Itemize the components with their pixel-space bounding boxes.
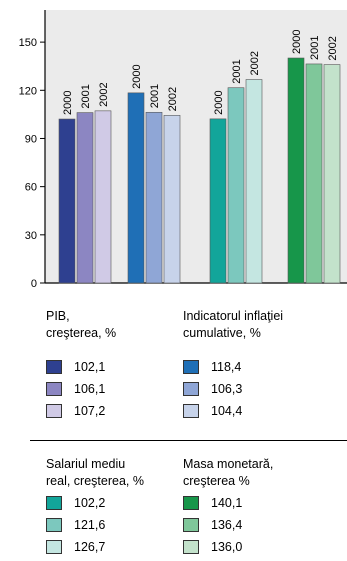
legend-swatch (183, 496, 199, 510)
legend-value: 106,3 (211, 382, 243, 396)
legend-block-pib: PIB, creşterea, % 102,1 106,1 107,2 (46, 308, 211, 422)
bar-year-label: 2002 (98, 82, 110, 106)
bar (127, 92, 145, 284)
legend-swatch (46, 518, 62, 532)
legend-item: 118,4 (183, 356, 347, 378)
legend-value: 140,1 (211, 496, 243, 510)
legend-swatch (46, 360, 62, 374)
legend-value: 126,7 (74, 540, 106, 554)
y-tick-label: 30 (25, 230, 37, 242)
legend-value: 104,4 (211, 404, 243, 418)
legend-value: 102,1 (74, 360, 106, 374)
legend-swatch (183, 360, 199, 374)
legend-item: 107,2 (46, 400, 211, 422)
legend-item: 140,1 (183, 492, 347, 514)
bar-year-label: 2000 (291, 30, 303, 54)
legend-value: 106,1 (74, 382, 106, 396)
bar (323, 64, 341, 284)
legend-swatch (183, 382, 199, 396)
legend-swatch (183, 540, 199, 554)
bar-year-label: 2002 (249, 51, 261, 75)
bar (145, 111, 163, 284)
y-tick-label: 120 (19, 85, 37, 97)
divider (30, 440, 347, 441)
legend-title-pib: PIB, creşterea, % (46, 309, 117, 340)
legend-value: 102,2 (74, 496, 106, 510)
bar-year-label: 2002 (167, 87, 179, 111)
legend-item: 106,1 (46, 378, 211, 400)
bar (227, 87, 245, 284)
legend-block-money: Masa monetară, creşterea % 140,1 136,4 1… (183, 456, 347, 558)
legend-title-money: Masa monetară, creşterea % (183, 457, 274, 488)
legend-title-salary: Salariul mediu real, creşterea, % (46, 457, 144, 488)
bar-year-label: 2000 (62, 91, 74, 115)
legend-title-inflation: Indicatorul inflaţiei cumulative, % (183, 309, 284, 340)
legend-swatch (46, 382, 62, 396)
bar (94, 110, 112, 284)
y-tick-label: 150 (19, 37, 37, 49)
bar-year-label: 2001 (231, 59, 243, 83)
legend-swatch (183, 404, 199, 418)
y-tick-label: 0 (31, 278, 37, 290)
legend-item: 106,3 (183, 378, 347, 400)
legend-swatch (183, 518, 199, 532)
bar (305, 63, 323, 284)
y-tick-label: 60 (25, 182, 37, 194)
bar (163, 115, 181, 284)
bar-year-label: 2001 (80, 84, 92, 108)
legend-item: 136,4 (183, 514, 347, 536)
bar (58, 118, 76, 284)
legend-value: 121,6 (74, 518, 106, 532)
legend-item: 136,0 (183, 536, 347, 558)
bar (76, 112, 94, 284)
bar (245, 79, 263, 284)
bar-year-label: 2000 (213, 90, 225, 114)
legend-value: 136,0 (211, 540, 243, 554)
legend-item: 104,4 (183, 400, 347, 422)
legend-item: 102,2 (46, 492, 211, 514)
bar-year-label: 2002 (327, 36, 339, 60)
legend-swatch (46, 496, 62, 510)
legend-item: 102,1 (46, 356, 211, 378)
legend-item: 126,7 (46, 536, 211, 558)
bar-year-label: 2000 (131, 64, 143, 88)
legend-value: 118,4 (211, 360, 242, 374)
legend-swatch (46, 404, 62, 418)
legend-value: 136,4 (211, 518, 243, 532)
bar (287, 57, 305, 284)
y-axis: 0 30 60 90 120 150 (19, 10, 347, 290)
legend-block-salary: Salariul mediu real, creşterea, % 102,2 … (46, 456, 211, 558)
bar-year-label: 2001 (309, 35, 321, 59)
legend-block-inflation: Indicatorul inflaţiei cumulative, % 118,… (183, 308, 347, 422)
legend-value: 107,2 (74, 404, 106, 418)
bar-year-label: 2001 (149, 84, 161, 108)
y-tick-label: 90 (25, 133, 37, 145)
bars: 2000 2001 2002 2000 2001 2002 2000 2001 2002 2000… (58, 30, 341, 284)
legend-item: 121,6 (46, 514, 211, 536)
legend-swatch (46, 540, 62, 554)
bar (209, 118, 227, 284)
